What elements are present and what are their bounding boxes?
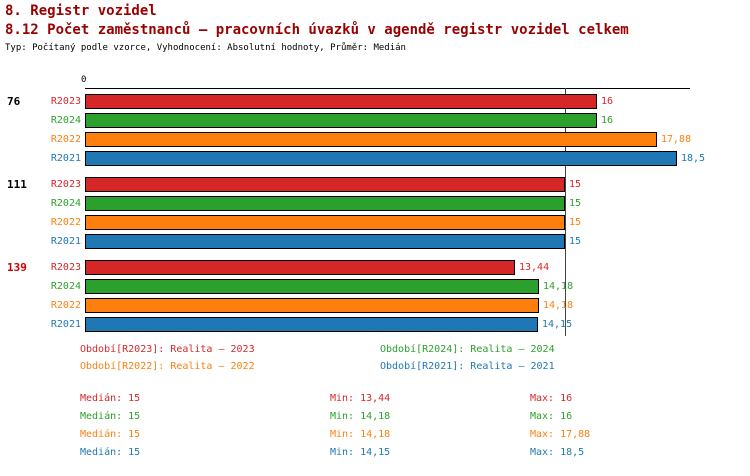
- bar-series-label: R2023: [50, 179, 81, 190]
- bar-value-label: 14,18: [543, 281, 574, 292]
- bar-series-label: R2021: [50, 153, 81, 164]
- stat-max-value: Max: 18,5: [530, 447, 585, 458]
- group-count-label: 139: [7, 261, 27, 274]
- legend-item: Období[R2021]: Realita – 2021: [380, 361, 555, 372]
- bar: [85, 94, 597, 109]
- bar-series-label: R2022: [50, 134, 81, 145]
- stat-max-value: Max: 17,88: [530, 429, 591, 440]
- bar-value-label: 15: [569, 198, 582, 209]
- legend-item: Období[R2023]: Realita – 2023: [80, 344, 255, 355]
- bar: [85, 298, 539, 313]
- stat-median-value: Medián: 15: [80, 393, 141, 404]
- legend-item: Období[R2022]: Realita – 2022: [80, 361, 255, 372]
- stat-min-value: Min: 14,18: [330, 429, 391, 440]
- bar-value-label: 15: [569, 217, 582, 228]
- bar: [85, 260, 515, 275]
- bar-value-label: 16: [601, 115, 614, 126]
- report-meta: Typ: Počítaný podle vzorce, Vyhodnocení:…: [5, 43, 406, 53]
- group-count-label: 76: [7, 95, 21, 108]
- bar-value-label: 13,44: [519, 262, 550, 273]
- bar-series-label: R2024: [50, 281, 81, 292]
- stat-min-value: Min: 14,15: [330, 447, 391, 458]
- bar: [85, 132, 657, 147]
- axis-zero-label: 0: [81, 75, 87, 85]
- bar-series-label: R2023: [50, 262, 81, 273]
- report-subtitle: 8.12 Počet zaměstnanců – pracovních úvaz…: [5, 22, 629, 38]
- bar-series-label: R2021: [50, 319, 81, 330]
- group-count-label: 111: [7, 178, 27, 191]
- bar-series-label: R2024: [50, 198, 81, 209]
- bar-value-label: 18,5: [681, 153, 706, 164]
- bar-value-label: 16: [601, 96, 614, 107]
- bar-value-label: 15: [569, 179, 582, 190]
- report-title: 8. Registr vozidel: [5, 3, 157, 19]
- median-reference-line: [565, 88, 566, 336]
- bar-value-label: 15: [569, 236, 582, 247]
- bar: [85, 279, 539, 294]
- bar-value-label: 14,18: [543, 300, 574, 311]
- bar-value-label: 14,15: [542, 319, 573, 330]
- stat-median-value: Medián: 15: [80, 447, 141, 458]
- stat-max-value: Max: 16: [530, 393, 573, 404]
- stat-min-value: Min: 13,44: [330, 393, 391, 404]
- bar: [85, 196, 565, 211]
- stat-median-value: Medián: 15: [80, 429, 141, 440]
- stat-max-value: Max: 16: [530, 411, 573, 422]
- bar: [85, 317, 538, 332]
- bar-series-label: R2023: [50, 96, 81, 107]
- bar: [85, 151, 677, 166]
- stat-min-value: Min: 14,18: [330, 411, 391, 422]
- legend-item: Období[R2024]: Realita – 2024: [380, 344, 555, 355]
- bar: [85, 234, 565, 249]
- bar-series-label: R2024: [50, 115, 81, 126]
- bar-series-label: R2021: [50, 236, 81, 247]
- bar-series-label: R2022: [50, 217, 81, 228]
- stat-median-value: Medián: 15: [80, 411, 141, 422]
- bar: [85, 215, 565, 230]
- bar-series-label: R2022: [50, 300, 81, 311]
- bar: [85, 113, 597, 128]
- x-axis-line: [85, 88, 690, 89]
- bar-value-label: 17,88: [661, 134, 692, 145]
- bar: [85, 177, 565, 192]
